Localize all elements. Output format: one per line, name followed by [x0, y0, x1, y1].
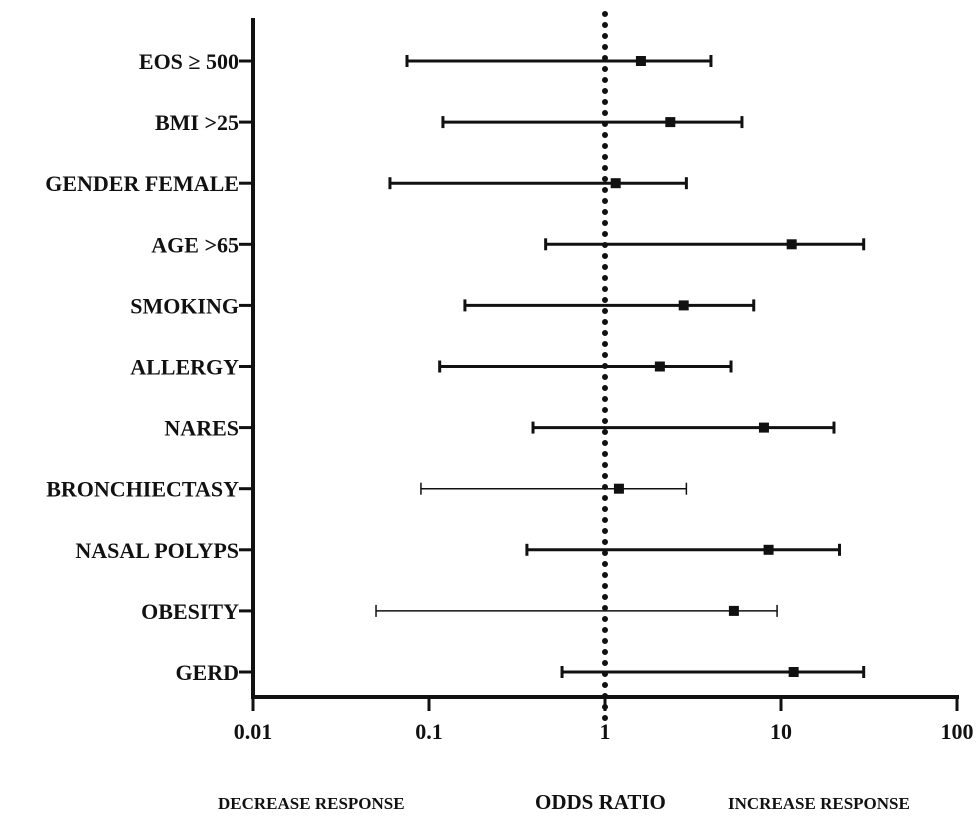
forest-row: OBESITY — [141, 599, 778, 624]
x-axis-title: ODDS RATIO — [535, 790, 666, 814]
increase-response-label: INCREASE RESPONSE — [728, 794, 910, 813]
forest-row: AGE >65 — [151, 232, 866, 257]
odds-ratio-point — [635, 56, 646, 66]
forest-row: ALLERGY — [130, 355, 733, 380]
odds-ratio-point — [758, 422, 769, 433]
category-label: BMI >25 — [155, 110, 239, 135]
x-tick-label: 10 — [770, 719, 792, 744]
odds-ratio-point — [786, 239, 797, 250]
decrease-response-label: DECREASE RESPONSE — [218, 794, 405, 813]
forest-row: BRONCHIECTASY — [46, 477, 688, 502]
odds-ratio-point — [728, 605, 739, 616]
category-label: SMOKING — [130, 293, 239, 318]
odds-ratio-point — [610, 178, 621, 189]
x-tick-label: 0.01 — [234, 719, 273, 744]
forest-row: NASAL POLYPS — [75, 538, 842, 563]
odds-ratio-point — [613, 483, 624, 494]
category-label: EOS ≥ 500 — [139, 49, 239, 74]
category-label: NASAL POLYPS — [75, 538, 239, 563]
odds-ratio-point — [665, 117, 676, 128]
forest-row: GERD — [175, 660, 866, 685]
forest-row: SMOKING — [130, 293, 756, 318]
odds-ratio-point — [678, 300, 689, 311]
x-tick-label: 1 — [600, 719, 611, 744]
x-tick-label: 0.1 — [415, 719, 443, 744]
odds-ratio-point — [788, 667, 799, 677]
forest-plot: EOS ≥ 500 BMI >25 GENDER FEMALE AGE >65 SMOK… — [45, 11, 974, 744]
category-label: GENDER FEMALE — [45, 171, 239, 196]
odds-ratio-point — [763, 544, 774, 555]
category-label: GERD — [175, 660, 239, 685]
category-label: BRONCHIECTASY — [46, 477, 239, 502]
forest-row: BMI >25 — [155, 110, 744, 135]
forest-row: GENDER FEMALE — [45, 171, 688, 196]
forest-row: NARES — [164, 416, 836, 441]
x-tick-label: 100 — [941, 719, 974, 744]
category-label: NARES — [164, 416, 239, 441]
forest-row: EOS ≥ 500 — [139, 49, 713, 74]
category-label: AGE >65 — [151, 232, 239, 257]
category-label: ALLERGY — [130, 355, 239, 380]
category-label: OBESITY — [141, 599, 239, 624]
odds-ratio-point — [654, 361, 665, 372]
